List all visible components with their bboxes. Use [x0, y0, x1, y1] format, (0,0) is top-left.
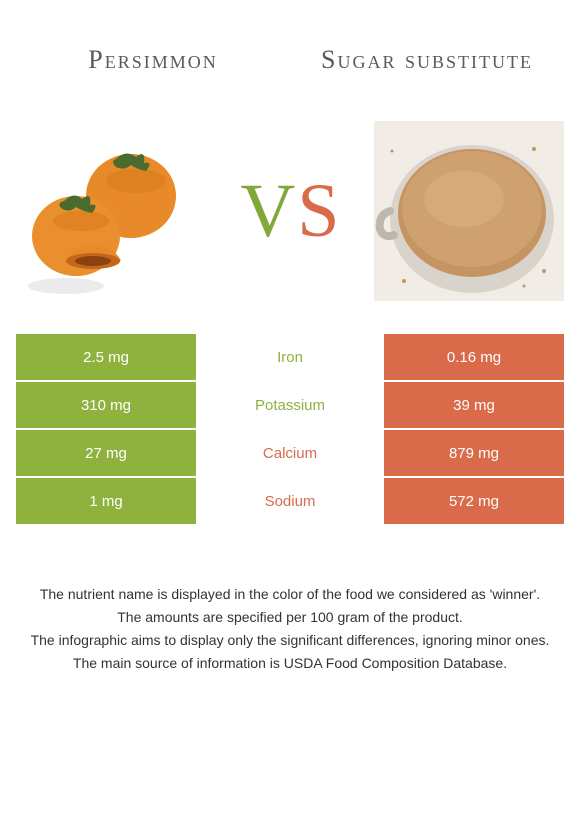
vs-v: V: [240, 168, 295, 255]
footer-notes: The nutrient name is displayed in the co…: [16, 584, 564, 674]
table-row: 2.5 mgIron0.16 mg: [16, 334, 564, 380]
value-right: 0.16 mg: [384, 334, 564, 380]
value-left: 27 mg: [16, 430, 196, 476]
persimmon-image: [16, 121, 206, 301]
footer-line: The nutrient name is displayed in the co…: [24, 584, 556, 605]
left-title: Persimmon: [21, 44, 284, 77]
images-row: VS: [16, 116, 564, 306]
value-right: 879 mg: [384, 430, 564, 476]
nutrient-name: Calcium: [196, 430, 384, 476]
table-row: 1 mgSodium572 mg: [16, 478, 564, 524]
right-title: Sugar substitute: [295, 44, 558, 77]
nutrient-table: 2.5 mgIron0.16 mg310 mgPotassium39 mg27 …: [16, 334, 564, 524]
nutrient-name: Sodium: [196, 478, 384, 524]
footer-line: The amounts are specified per 100 gram o…: [24, 607, 556, 628]
footer-line: The infographic aims to display only the…: [24, 630, 556, 651]
sugar-image: [374, 121, 564, 301]
footer-line: The main source of information is USDA F…: [24, 653, 556, 674]
nutrient-name: Iron: [196, 334, 384, 380]
table-row: 310 mgPotassium39 mg: [16, 382, 564, 428]
titles-row: Persimmon Sugar substitute: [16, 20, 564, 100]
vs-s: S: [297, 168, 339, 255]
value-right: 572 mg: [384, 478, 564, 524]
table-row: 27 mgCalcium879 mg: [16, 430, 564, 476]
value-left: 1 mg: [16, 478, 196, 524]
nutrient-name: Potassium: [196, 382, 384, 428]
value-left: 2.5 mg: [16, 334, 196, 380]
value-left: 310 mg: [16, 382, 196, 428]
value-right: 39 mg: [384, 382, 564, 428]
vs-label: VS: [240, 168, 339, 255]
